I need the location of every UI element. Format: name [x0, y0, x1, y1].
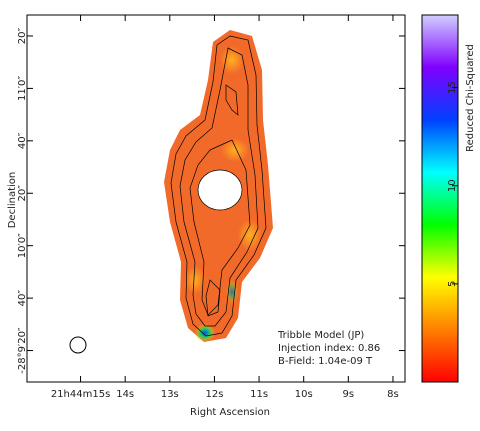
- source-image: [69, 30, 273, 354]
- plot-frame: [26, 14, 406, 383]
- annotation: Tribble Model (JP): [277, 330, 364, 341]
- y-tick-label: 40″: [17, 132, 28, 149]
- colorbar: [421, 14, 459, 383]
- x-tick-label: 11s: [250, 389, 268, 400]
- x-tick-label: 21h44m15s: [51, 389, 110, 400]
- y-axis-label: Declination: [7, 172, 18, 229]
- annotation: B-Field: 1.04e-09 T: [278, 356, 373, 367]
- colorbar-tick-label: 15: [447, 81, 458, 94]
- y-tick-label: 40″: [17, 290, 28, 307]
- y-tick-label: 11′0″: [17, 76, 28, 101]
- x-tick-label: 14s: [116, 389, 134, 400]
- x-tick-label: 10s: [295, 389, 313, 400]
- x-tick-label: 12s: [205, 389, 223, 400]
- annotation: Injection index: 0.86: [278, 343, 380, 354]
- y-tick-label: 20″: [17, 185, 28, 202]
- y-tick-label: 20″: [17, 27, 28, 44]
- colorbar-tick-label: 5: [447, 281, 458, 287]
- x-axis-label: Right Ascension: [190, 407, 270, 418]
- x-tick-label: 8s: [387, 389, 399, 400]
- colorbar-tick-label: 10: [447, 179, 458, 192]
- x-tick-label: 13s: [161, 389, 179, 400]
- colorbar-label: Reduced Chi-Squared: [465, 44, 476, 152]
- x-tick-label: 9s: [343, 389, 355, 400]
- y-tick-label: 10′0″: [17, 233, 28, 258]
- y-tick-label: -28°9′20″: [17, 327, 28, 374]
